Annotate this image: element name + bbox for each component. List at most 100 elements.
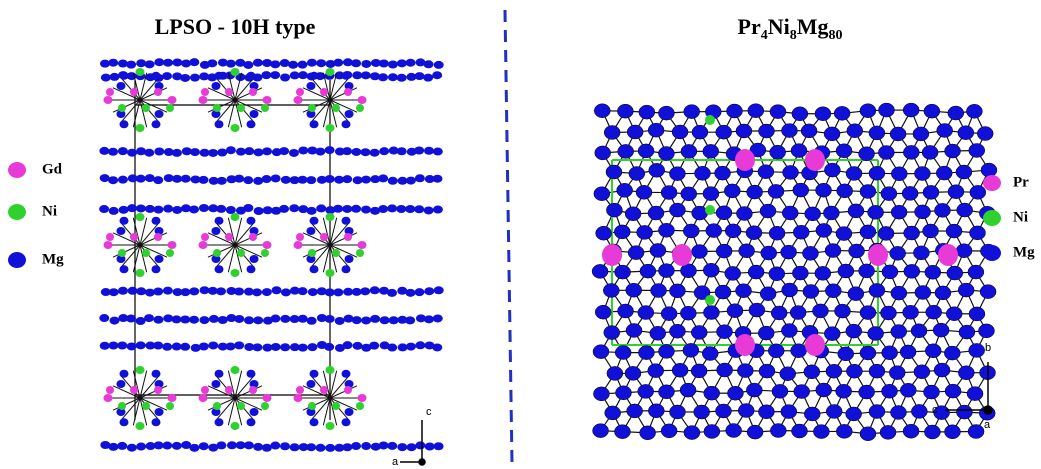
atom bbox=[324, 343, 334, 351]
atom bbox=[296, 386, 304, 394]
atom bbox=[252, 343, 262, 351]
atom bbox=[306, 227, 315, 235]
legend-label: Ni bbox=[1013, 209, 1028, 225]
atom bbox=[136, 287, 146, 295]
atom bbox=[316, 59, 326, 67]
legend-label: Mg bbox=[42, 251, 64, 267]
atom bbox=[761, 246, 777, 260]
atom bbox=[153, 287, 163, 295]
atom bbox=[724, 184, 740, 198]
atom bbox=[956, 165, 972, 179]
atom bbox=[414, 288, 424, 296]
atom bbox=[781, 405, 797, 419]
atom bbox=[237, 249, 245, 257]
atom bbox=[661, 307, 677, 321]
atom bbox=[969, 307, 985, 321]
atom bbox=[424, 60, 434, 68]
atom bbox=[739, 244, 755, 258]
atom bbox=[109, 73, 119, 81]
atom bbox=[263, 96, 272, 104]
atom bbox=[189, 205, 199, 213]
atom bbox=[306, 176, 316, 184]
atom bbox=[615, 386, 631, 400]
atom bbox=[234, 287, 244, 295]
bond bbox=[113, 245, 140, 257]
legend-swatch bbox=[8, 204, 26, 220]
atom bbox=[770, 145, 786, 159]
atom bbox=[783, 165, 799, 179]
atom bbox=[326, 422, 335, 430]
atom bbox=[199, 241, 208, 249]
atom bbox=[249, 386, 257, 394]
axis-label: b bbox=[985, 342, 991, 354]
atom bbox=[913, 246, 929, 260]
atom bbox=[166, 249, 174, 257]
atom bbox=[296, 88, 304, 96]
atom bbox=[279, 205, 289, 213]
atom bbox=[172, 315, 182, 323]
atom bbox=[825, 244, 841, 258]
atom bbox=[108, 341, 118, 349]
atom bbox=[397, 59, 407, 67]
atom bbox=[298, 71, 308, 79]
atom bbox=[684, 426, 700, 440]
atom bbox=[261, 71, 271, 79]
atom bbox=[705, 115, 715, 125]
atom bbox=[199, 204, 209, 212]
atom bbox=[911, 324, 927, 338]
atom bbox=[669, 284, 685, 298]
atom bbox=[625, 366, 641, 380]
atom bbox=[966, 104, 982, 118]
atom bbox=[280, 442, 290, 450]
title-part: 8 bbox=[790, 28, 797, 43]
atom bbox=[661, 424, 677, 438]
atom bbox=[254, 148, 264, 156]
atom bbox=[231, 366, 240, 374]
atom bbox=[935, 286, 951, 300]
atom bbox=[108, 59, 118, 67]
atom bbox=[869, 166, 885, 180]
atom bbox=[358, 96, 367, 104]
atom bbox=[369, 342, 379, 350]
atom bbox=[772, 384, 788, 398]
atom bbox=[936, 166, 952, 180]
atom bbox=[118, 249, 126, 257]
atom bbox=[145, 174, 155, 182]
atom bbox=[692, 125, 708, 139]
atom bbox=[824, 163, 840, 177]
atom bbox=[262, 444, 272, 452]
atom bbox=[361, 206, 371, 214]
atom bbox=[130, 233, 138, 241]
atom bbox=[804, 365, 820, 379]
atom bbox=[617, 104, 633, 118]
atom bbox=[387, 289, 397, 297]
atom bbox=[923, 385, 939, 399]
atom bbox=[938, 244, 958, 266]
atom bbox=[325, 288, 335, 296]
atom bbox=[669, 203, 685, 217]
atom bbox=[792, 424, 808, 438]
bond bbox=[208, 100, 235, 112]
atom bbox=[370, 149, 380, 157]
atom bbox=[310, 370, 319, 378]
atom bbox=[434, 286, 444, 294]
atom bbox=[388, 177, 398, 185]
atom bbox=[189, 287, 199, 295]
atom bbox=[342, 370, 351, 378]
atom bbox=[803, 284, 819, 298]
atom bbox=[878, 226, 894, 240]
atom bbox=[618, 144, 634, 158]
atom bbox=[247, 370, 256, 378]
atom bbox=[145, 60, 155, 68]
atom bbox=[781, 245, 797, 259]
atom bbox=[152, 370, 161, 378]
atom bbox=[247, 120, 256, 128]
atom bbox=[816, 183, 832, 197]
title-part: 80 bbox=[828, 28, 842, 43]
atom bbox=[244, 147, 254, 155]
atom bbox=[120, 217, 129, 225]
atom bbox=[153, 206, 163, 214]
atom bbox=[379, 59, 389, 67]
atom bbox=[247, 265, 256, 273]
atom bbox=[638, 144, 654, 158]
